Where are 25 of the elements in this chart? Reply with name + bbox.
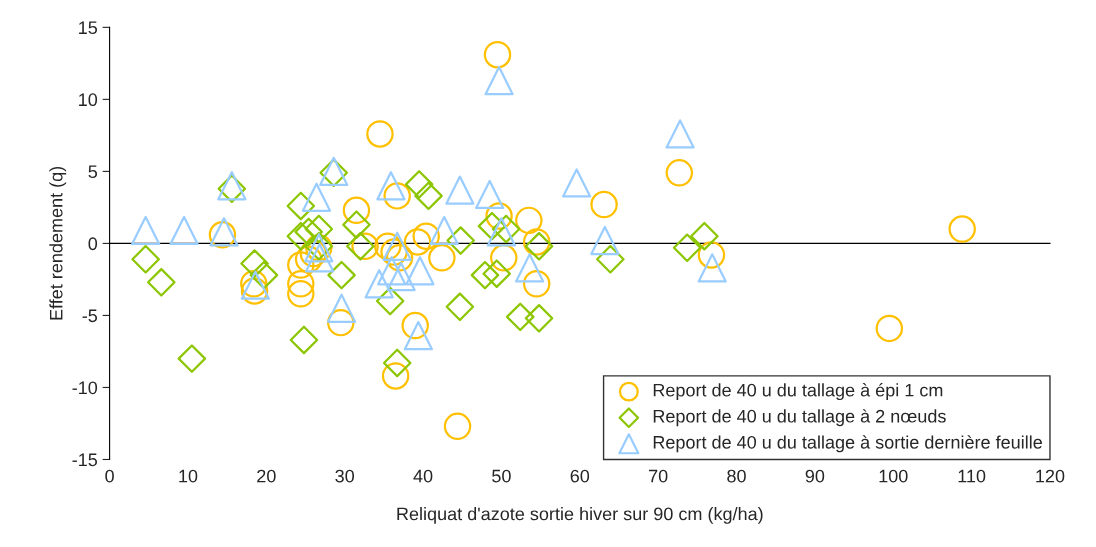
legend-label: Report de 40 u du tallage à épi 1 cm xyxy=(653,383,943,401)
x-tick-label: 40 xyxy=(413,469,433,483)
legend-label: Report de 40 u du tallage à 2 nœuds xyxy=(653,409,946,427)
y-tick-label: -5 xyxy=(82,309,98,323)
x-tick-label: 60 xyxy=(570,469,590,483)
x-tick-label: 10 xyxy=(179,469,198,483)
y-tick-label: -10 xyxy=(72,381,98,395)
y-tick-label: 5 xyxy=(88,165,98,179)
x-tick-label: 20 xyxy=(257,469,276,483)
x-axis-title: Reliquat d'azote sortie hiver sur 90 cm (kg/ha) xyxy=(397,507,763,524)
x-tick-label: 30 xyxy=(335,469,355,483)
x-tick-label: 110 xyxy=(958,469,986,483)
x-tick-label: 0 xyxy=(105,469,114,483)
x-tick-label: 70 xyxy=(649,469,668,483)
y-tick-label: -15 xyxy=(72,453,98,467)
y-axis-title: Effet rendement (q) xyxy=(49,166,67,320)
y-tick-label: 0 xyxy=(88,237,98,251)
legend-label: Report de 40 u du tallage à sortie dernière feuille xyxy=(653,435,1042,453)
x-tick-label: 90 xyxy=(805,469,825,483)
x-tick-label: 80 xyxy=(727,469,746,483)
y-tick-label: 10 xyxy=(79,93,98,107)
x-tick-label: 50 xyxy=(492,469,511,483)
x-tick-label: 120 xyxy=(1036,469,1065,483)
y-tick-label: 15 xyxy=(79,21,98,35)
x-tick-label: 100 xyxy=(879,469,908,483)
